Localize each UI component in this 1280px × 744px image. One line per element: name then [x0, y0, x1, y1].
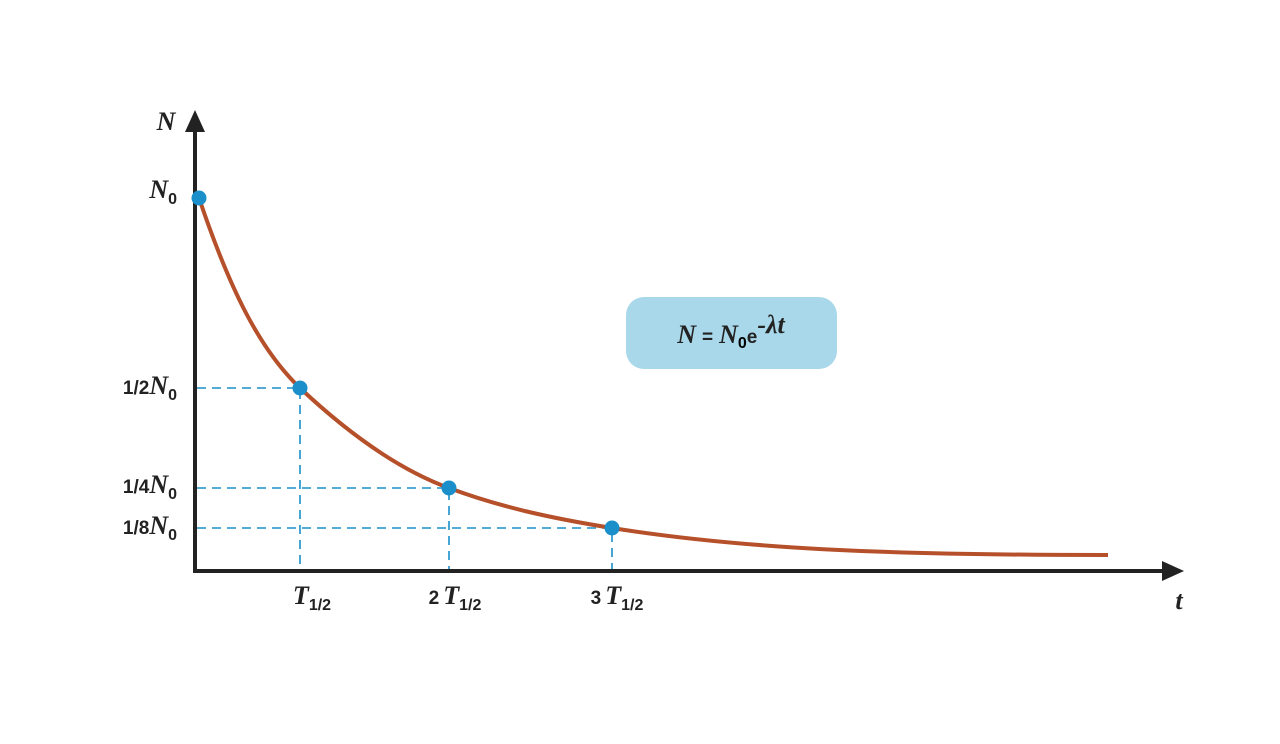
- label-part: e: [747, 327, 758, 348]
- label-part: N: [718, 320, 739, 349]
- label-part: 1/2: [459, 597, 481, 614]
- label-part: 1/2: [621, 597, 643, 614]
- y-label: 1/4N0: [123, 470, 177, 503]
- label-part: 0: [168, 527, 177, 544]
- half-life-points: [191, 190, 620, 536]
- label-part: 1/4: [123, 477, 150, 498]
- label-part: N: [148, 470, 169, 499]
- formula-box: [626, 297, 837, 369]
- label-part: 2: [429, 588, 440, 609]
- label-part: 3: [591, 588, 602, 609]
- guides: [197, 387, 613, 571]
- label-part: T: [443, 581, 460, 610]
- y-label: N0: [148, 175, 177, 208]
- label-part: N: [148, 511, 169, 540]
- label-part: N: [148, 371, 169, 400]
- formula: N = N0e-λt: [676, 310, 785, 352]
- x-axis-label: t: [1175, 586, 1183, 615]
- label-part: N: [676, 320, 697, 349]
- label-part: 1/2: [309, 597, 331, 614]
- label-part: 0: [168, 486, 177, 503]
- x-label: T1/2: [293, 581, 331, 614]
- label-part: 0: [738, 335, 747, 352]
- label-part: T: [293, 581, 310, 610]
- label-part: T: [605, 581, 622, 610]
- decay-curve: [197, 197, 1109, 557]
- label-part: 1/8: [123, 518, 149, 539]
- y-axis-label: N: [156, 107, 177, 136]
- x-label: 3 T1/2: [591, 581, 644, 614]
- x-label: 2 T1/2: [429, 581, 482, 614]
- label-part: =: [702, 327, 713, 348]
- y-label: 1/2N0: [123, 371, 177, 404]
- label-part: -λt: [757, 310, 785, 339]
- label-part: N: [148, 175, 169, 204]
- label-part: 1/2: [123, 378, 149, 399]
- label-part: 0: [168, 387, 177, 404]
- label-part: 0: [168, 191, 177, 208]
- y-label: 1/8N0: [123, 511, 177, 544]
